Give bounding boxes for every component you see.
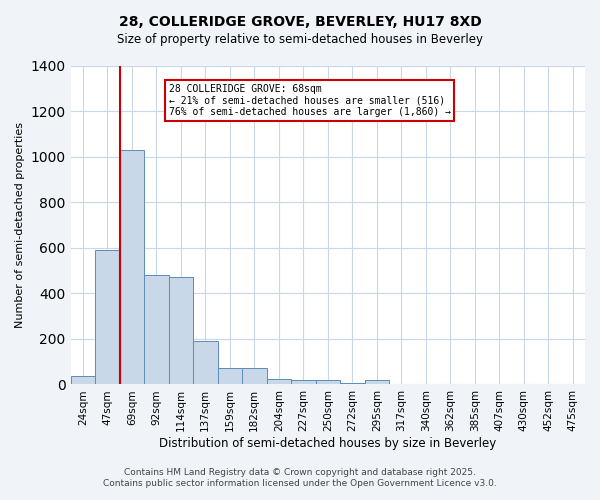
Bar bbox=[193, 341, 218, 384]
Bar bbox=[365, 380, 389, 384]
Bar bbox=[266, 379, 291, 384]
Bar bbox=[340, 382, 365, 384]
Bar bbox=[316, 380, 340, 384]
Text: Contains HM Land Registry data © Crown copyright and database right 2025.
Contai: Contains HM Land Registry data © Crown c… bbox=[103, 468, 497, 487]
X-axis label: Distribution of semi-detached houses by size in Beverley: Distribution of semi-detached houses by … bbox=[159, 437, 496, 450]
Text: Size of property relative to semi-detached houses in Beverley: Size of property relative to semi-detach… bbox=[117, 32, 483, 46]
Bar bbox=[291, 380, 316, 384]
Bar bbox=[169, 278, 193, 384]
Bar bbox=[95, 250, 119, 384]
Bar bbox=[144, 275, 169, 384]
Text: 28, COLLERIDGE GROVE, BEVERLEY, HU17 8XD: 28, COLLERIDGE GROVE, BEVERLEY, HU17 8XD bbox=[119, 15, 481, 29]
Bar bbox=[71, 376, 95, 384]
Bar bbox=[242, 368, 266, 384]
Text: 28 COLLERIDGE GROVE: 68sqm
← 21% of semi-detached houses are smaller (516)
76% o: 28 COLLERIDGE GROVE: 68sqm ← 21% of semi… bbox=[169, 84, 451, 117]
Bar bbox=[218, 368, 242, 384]
Y-axis label: Number of semi-detached properties: Number of semi-detached properties bbox=[15, 122, 25, 328]
Bar bbox=[119, 150, 144, 384]
